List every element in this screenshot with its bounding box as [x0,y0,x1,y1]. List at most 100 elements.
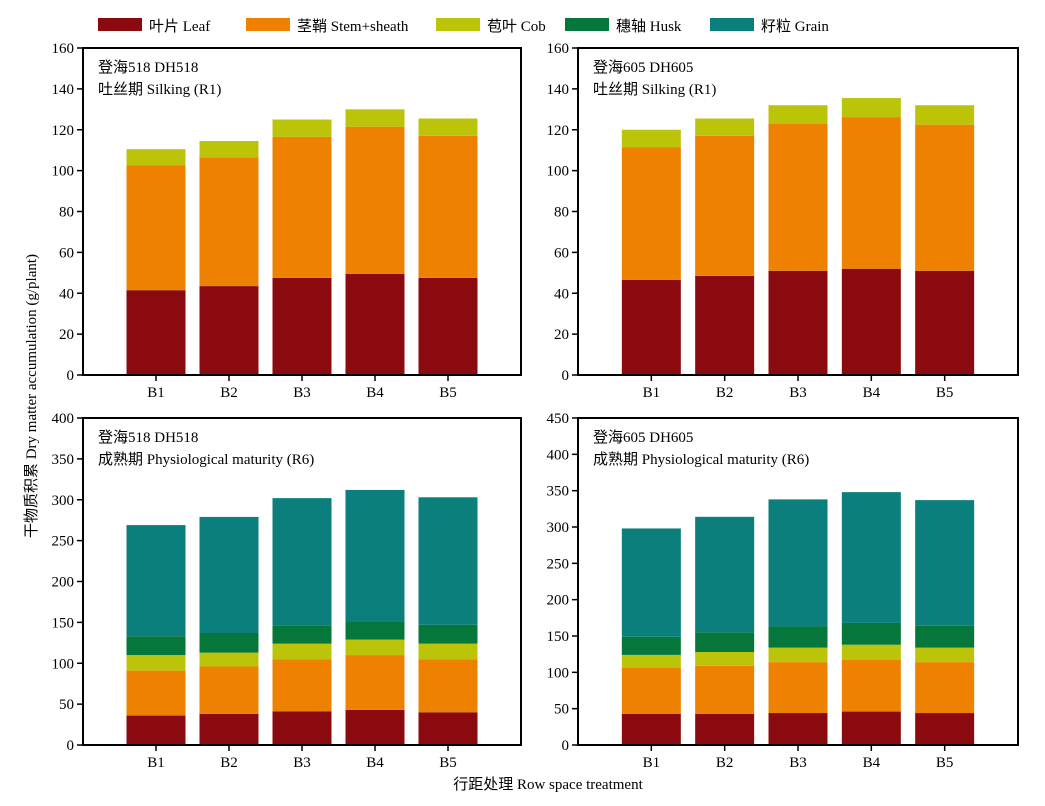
bar-stem-b3 [272,136,332,278]
y-tick-label: 0 [562,368,570,384]
x-tick-label-b5: B5 [936,755,954,771]
bar-leaf-b3 [272,277,332,375]
y-tick-label: 20 [59,327,74,343]
bar-husk-b4 [841,622,901,645]
y-tick-label: 350 [547,484,570,500]
bar-stack-b4 [841,492,901,745]
y-tick-label: 0 [562,738,570,754]
bar-cob-b4 [841,98,901,118]
y-tick-label: 100 [52,164,75,180]
y-tick-label: 40 [554,286,569,302]
bar-husk-b4 [345,621,405,640]
bar-cob-b5 [915,647,975,663]
bar-leaf-b5 [915,713,975,745]
bar-grain-b2 [695,516,755,633]
x-tick-label-b1: B1 [147,385,165,401]
bar-stem-b2 [695,665,755,714]
legend-swatch-leaf [98,18,142,31]
panel-stage-label: 吐丝期 Silking (R1) [98,81,221,98]
bar-leaf-b5 [418,277,478,375]
y-tick-label: 50 [59,697,74,713]
bar-leaf-b3 [768,713,828,745]
bar-leaf-b3 [272,711,332,745]
bar-grain-b3 [272,498,332,626]
legend-swatch-husk [565,18,609,31]
legend-item-stem: 茎鞘 Stem+sheath [246,18,409,35]
legend-item-cob: 苞叶 Cob [436,18,546,35]
bar-cob-b4 [345,639,405,656]
bar-stack-b1 [126,149,186,375]
bar-leaf-b4 [841,268,901,375]
y-tick-label: 100 [547,665,570,681]
bar-cob-b3 [768,647,828,663]
bar-stem-b1 [621,147,681,280]
y-tick-label: 100 [52,656,75,672]
bar-stem-b4 [841,659,901,712]
y-tick-label: 200 [547,593,570,609]
bar-stack-b4 [345,109,405,375]
chart-panel-bottom-right: 0 50 100 150 200 250 300 350 400 450 B1 B2 B3 B4 B5 登海6… [547,411,1019,771]
bar-stack-b3 [768,105,828,375]
y-tick-label: 140 [52,82,75,98]
x-tick-label-b1: B1 [643,755,661,771]
legend-label-stem: 茎鞘 Stem+sheath [297,18,409,35]
bar-leaf-b1 [126,290,186,375]
bar-stack-b5 [915,105,975,375]
y-tick-label: 400 [547,447,570,463]
bar-stem-b2 [199,666,259,714]
bar-stem-b4 [345,655,405,710]
y-tick-label: 60 [554,245,569,261]
bar-leaf-b3 [768,270,828,375]
legend-label-cob: 苞叶 Cob [487,18,546,35]
bar-cob-b1 [621,654,681,668]
panel-stage-label: 成熟期 Physiological maturity (R6) [98,451,314,468]
x-tick-label-b4: B4 [863,385,881,401]
x-tick-label-b5: B5 [439,755,457,771]
bar-husk-b3 [768,626,828,648]
y-tick-label: 20 [554,327,569,343]
bar-husk-b1 [126,636,186,656]
y-tick-label: 350 [52,452,75,468]
y-tick-label: 150 [547,629,570,645]
bar-husk-b5 [915,625,975,648]
bar-stack-b5 [418,497,478,745]
bar-stem-b1 [126,670,186,716]
y-tick-label: 0 [67,368,75,384]
bar-stem-b3 [272,659,332,712]
x-tick-label-b3: B3 [293,385,311,401]
bar-stem-b4 [841,117,901,269]
bar-stack-b3 [768,499,828,745]
bar-cob-b1 [126,149,186,166]
legend-swatch-stem [246,18,290,31]
bar-stem-b5 [915,662,975,714]
y-axis-title: 干物质积累 Dry matter accumulation (g/plant) [23,254,40,538]
y-tick-label: 40 [59,286,74,302]
bar-husk-b2 [695,632,755,652]
y-tick-label: 300 [52,493,75,509]
x-tick-label-b5: B5 [936,385,954,401]
bar-grain-b2 [199,516,259,634]
bar-cob-b3 [272,643,332,660]
bar-cob-b3 [768,105,828,124]
panel-cultivar-label: 登海605 DH605 [593,429,693,446]
bar-stem-b5 [418,659,478,713]
bar-stack-b4 [345,489,405,745]
bar-stack-b3 [272,498,332,745]
legend-label-husk: 穗轴 Husk [616,18,682,35]
bar-leaf-b2 [695,713,755,745]
legend-item-husk: 穗轴 Husk [565,18,682,35]
x-tick-label-b3: B3 [789,755,807,771]
y-tick-label: 80 [554,205,569,221]
x-tick-label-b4: B4 [366,385,384,401]
bar-stem-b1 [621,667,681,714]
bar-stem-b3 [768,123,828,271]
bar-cob-b5 [915,105,975,125]
bar-cob-b4 [841,644,901,660]
bar-husk-b2 [199,633,259,653]
bar-grain-b3 [768,499,828,627]
x-tick-label-b5: B5 [439,385,457,401]
bar-stack-b2 [199,140,259,375]
bar-leaf-b2 [199,713,259,745]
x-tick-label-b1: B1 [643,385,661,401]
legend: 叶片 Leaf 茎鞘 Stem+sheath 苞叶 Cob 穗轴 Husk 籽粒 Gra… [98,18,829,35]
